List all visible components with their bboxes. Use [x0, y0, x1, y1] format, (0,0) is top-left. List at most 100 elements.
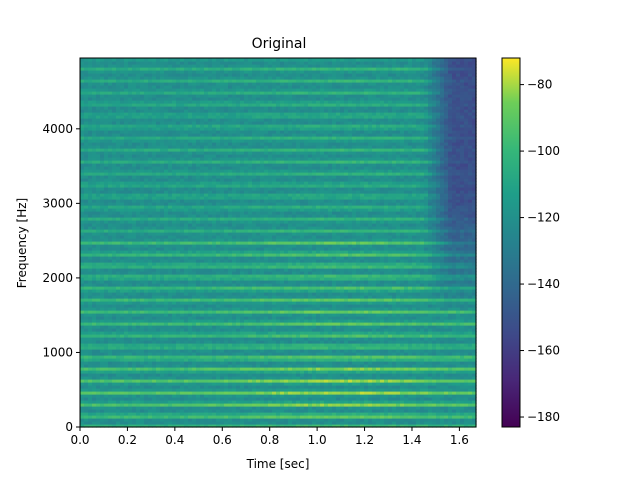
- heatmap-cell: [112, 358, 117, 362]
- heatmap-cell: [92, 220, 97, 224]
- heatmap-cell: [176, 97, 181, 101]
- heatmap-cell: [204, 385, 209, 389]
- heatmap-cell: [100, 307, 105, 311]
- heatmap-cell: [132, 337, 137, 341]
- heatmap-cell: [96, 307, 101, 311]
- heatmap-cell: [104, 202, 109, 206]
- heatmap-cell: [184, 289, 189, 293]
- heatmap-cell: [100, 220, 105, 224]
- heatmap-cell: [140, 286, 145, 290]
- heatmap-cell: [124, 73, 129, 77]
- heatmap-cell: [140, 97, 145, 101]
- heatmap-cell: [80, 163, 85, 167]
- heatmap-cell: [208, 226, 213, 230]
- heatmap-cell: [208, 76, 213, 80]
- heatmap-cell: [108, 73, 113, 77]
- heatmap-cell: [188, 277, 193, 281]
- heatmap-cell: [156, 214, 161, 218]
- heatmap-cell: [180, 154, 185, 158]
- heatmap-cell: [96, 175, 101, 179]
- heatmap-cell: [152, 199, 157, 203]
- heatmap-cell: [184, 361, 189, 365]
- heatmap-cell: [240, 208, 245, 212]
- heatmap-cell: [176, 406, 181, 410]
- heatmap-cell: [116, 349, 121, 353]
- heatmap-cell: [236, 208, 241, 212]
- heatmap-cell: [196, 283, 201, 287]
- heatmap-cell: [152, 121, 157, 125]
- heatmap-cell: [88, 280, 93, 284]
- heatmap-cell: [108, 376, 113, 380]
- heatmap-cell: [96, 364, 101, 368]
- heatmap-cell: [80, 142, 85, 146]
- heatmap-cell: [208, 367, 213, 371]
- heatmap-cell: [80, 280, 85, 284]
- heatmap-cell: [236, 277, 241, 281]
- heatmap-cell: [84, 202, 89, 206]
- heatmap-cell: [192, 226, 197, 230]
- heatmap-cell: [200, 238, 205, 242]
- heatmap-cell: [160, 328, 165, 332]
- heatmap-cell: [100, 316, 105, 320]
- heatmap-cell: [116, 304, 121, 308]
- heatmap-cell: [236, 412, 241, 416]
- heatmap-cell: [172, 337, 177, 341]
- heatmap-cell: [232, 178, 237, 182]
- heatmap-cell: [156, 361, 161, 365]
- heatmap-cell: [112, 172, 117, 176]
- heatmap-cell: [172, 319, 177, 323]
- heatmap-cell: [192, 157, 197, 161]
- heatmap-cell: [164, 166, 169, 170]
- heatmap-cell: [100, 154, 105, 158]
- heatmap-cell: [140, 334, 145, 338]
- heatmap-cell: [96, 76, 101, 80]
- heatmap-cell: [160, 364, 165, 368]
- heatmap-cell: [220, 373, 225, 377]
- heatmap-cell: [192, 301, 197, 305]
- heatmap-cell: [140, 379, 145, 383]
- heatmap-cell: [84, 313, 89, 317]
- heatmap-cell: [108, 418, 113, 422]
- heatmap-cell: [92, 154, 97, 158]
- heatmap-cell: [224, 361, 229, 365]
- heatmap-cell: [164, 304, 169, 308]
- heatmap-cell: [160, 157, 165, 161]
- heatmap-cell: [236, 139, 241, 143]
- heatmap-cell: [132, 349, 137, 353]
- heatmap-cell: [200, 241, 205, 245]
- heatmap-cell: [156, 196, 161, 200]
- heatmap-cell: [132, 193, 137, 197]
- heatmap-cell: [196, 220, 201, 224]
- heatmap-cell: [152, 349, 157, 353]
- heatmap-cell: [136, 79, 141, 83]
- heatmap-cell: [200, 157, 205, 161]
- heatmap-cell: [132, 184, 137, 188]
- heatmap-cell: [216, 403, 221, 407]
- heatmap-cell: [160, 268, 165, 272]
- heatmap-cell: [196, 340, 201, 344]
- heatmap-cell: [184, 97, 189, 101]
- heatmap-cell: [168, 64, 173, 68]
- heatmap-cell: [212, 151, 217, 155]
- heatmap-cell: [180, 145, 185, 149]
- heatmap-cell: [188, 70, 193, 74]
- heatmap-cell: [184, 310, 189, 314]
- heatmap-cell: [96, 310, 101, 314]
- heatmap-cell: [80, 118, 85, 122]
- heatmap-cell: [124, 271, 129, 275]
- heatmap-cell: [116, 370, 121, 374]
- heatmap-cell: [100, 184, 105, 188]
- heatmap-cell: [232, 349, 237, 353]
- heatmap-cell: [84, 157, 89, 161]
- heatmap-cell: [232, 331, 237, 335]
- heatmap-cell: [196, 358, 201, 362]
- heatmap-cell: [84, 322, 89, 326]
- heatmap-cell: [236, 157, 241, 161]
- heatmap-cell: [236, 142, 241, 146]
- heatmap-cell: [208, 424, 213, 428]
- heatmap-cell: [116, 301, 121, 305]
- heatmap-cell: [80, 208, 85, 212]
- heatmap-cell: [84, 385, 89, 389]
- heatmap-cell: [108, 385, 113, 389]
- heatmap-cell: [192, 253, 197, 257]
